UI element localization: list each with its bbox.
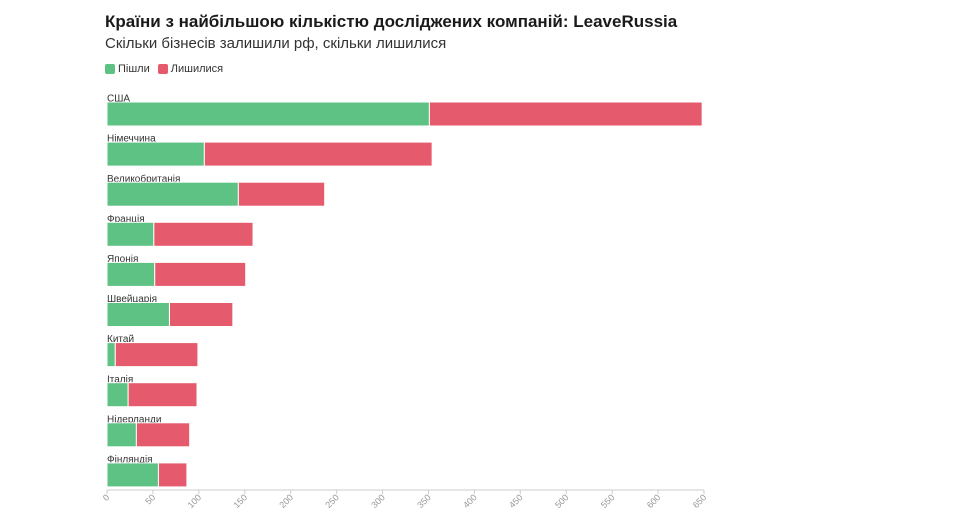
bar-segment-left[interactable] — [106, 302, 170, 327]
x-tick-label: 200 — [277, 492, 295, 510]
x-tick-label: 650 — [691, 492, 709, 510]
bar-segment-stayed[interactable] — [114, 342, 199, 368]
x-tick-label: 50 — [143, 492, 157, 506]
bar-segment-left[interactable] — [106, 261, 156, 287]
bar-segment-stayed[interactable] — [135, 422, 191, 448]
x-tick-label: 600 — [645, 492, 663, 510]
x-tick-label: 400 — [461, 492, 479, 510]
bar-segment-left[interactable] — [106, 221, 155, 247]
bar-segment-left[interactable] — [106, 462, 159, 488]
bar-segment-left[interactable] — [106, 382, 129, 408]
x-tick-label: 150 — [231, 492, 249, 510]
bar-segment-stayed[interactable] — [154, 261, 247, 287]
x-tick-label: 350 — [415, 492, 433, 510]
x-tick-label: 300 — [369, 492, 387, 510]
x-tick-label: 250 — [323, 492, 341, 510]
x-tick-label: 550 — [599, 492, 617, 510]
category-label: Швейцарія — [107, 294, 157, 305]
legend-item-stayed[interactable]: Лишилися — [157, 63, 224, 75]
chart-title: Країни з найбільшою кількістю досліджени… — [105, 12, 678, 31]
bar-segment-left[interactable] — [106, 101, 430, 127]
chart-subtitle: Скільки бізнесів залишили рф, скільки ли… — [105, 35, 447, 52]
x-tick-label: 450 — [507, 492, 525, 510]
legend-swatch-left — [105, 64, 115, 74]
category-label: США — [107, 94, 130, 105]
bar-segment-left[interactable] — [106, 342, 116, 368]
bar-segment-stayed[interactable] — [127, 382, 198, 408]
chart-legend: Пішли Лишилися — [105, 63, 231, 75]
category-label: Японія — [107, 254, 138, 265]
legend-label-stayed: Лишилися — [170, 63, 224, 75]
bar-segment-stayed[interactable] — [153, 221, 254, 247]
category-label: Фінляндія — [107, 455, 153, 466]
category-label: Китай — [107, 334, 134, 345]
category-label: Нідерланди — [107, 414, 161, 425]
legend-label-left: Пішли — [118, 63, 150, 75]
category-label: Італія — [107, 374, 133, 385]
bar-segment-left[interactable] — [106, 422, 137, 448]
bar-segment-stayed[interactable] — [237, 181, 326, 207]
bar-segment-stayed[interactable] — [168, 302, 234, 327]
x-tick-label: 500 — [553, 492, 571, 510]
bar-segment-left[interactable] — [106, 141, 205, 167]
bar-segment-stayed[interactable] — [157, 462, 188, 488]
bar-segment-stayed[interactable] — [428, 101, 703, 127]
x-tick-label: 0 — [101, 492, 112, 503]
x-tick-label: 100 — [186, 492, 204, 510]
category-label: Німеччина — [107, 134, 156, 145]
bar-segment-stayed[interactable] — [203, 141, 433, 167]
category-label: Франція — [107, 214, 145, 225]
bar-segment-left[interactable] — [106, 181, 239, 207]
legend-item-left[interactable]: Пішли — [105, 63, 150, 75]
legend-swatch-stayed — [157, 64, 168, 74]
